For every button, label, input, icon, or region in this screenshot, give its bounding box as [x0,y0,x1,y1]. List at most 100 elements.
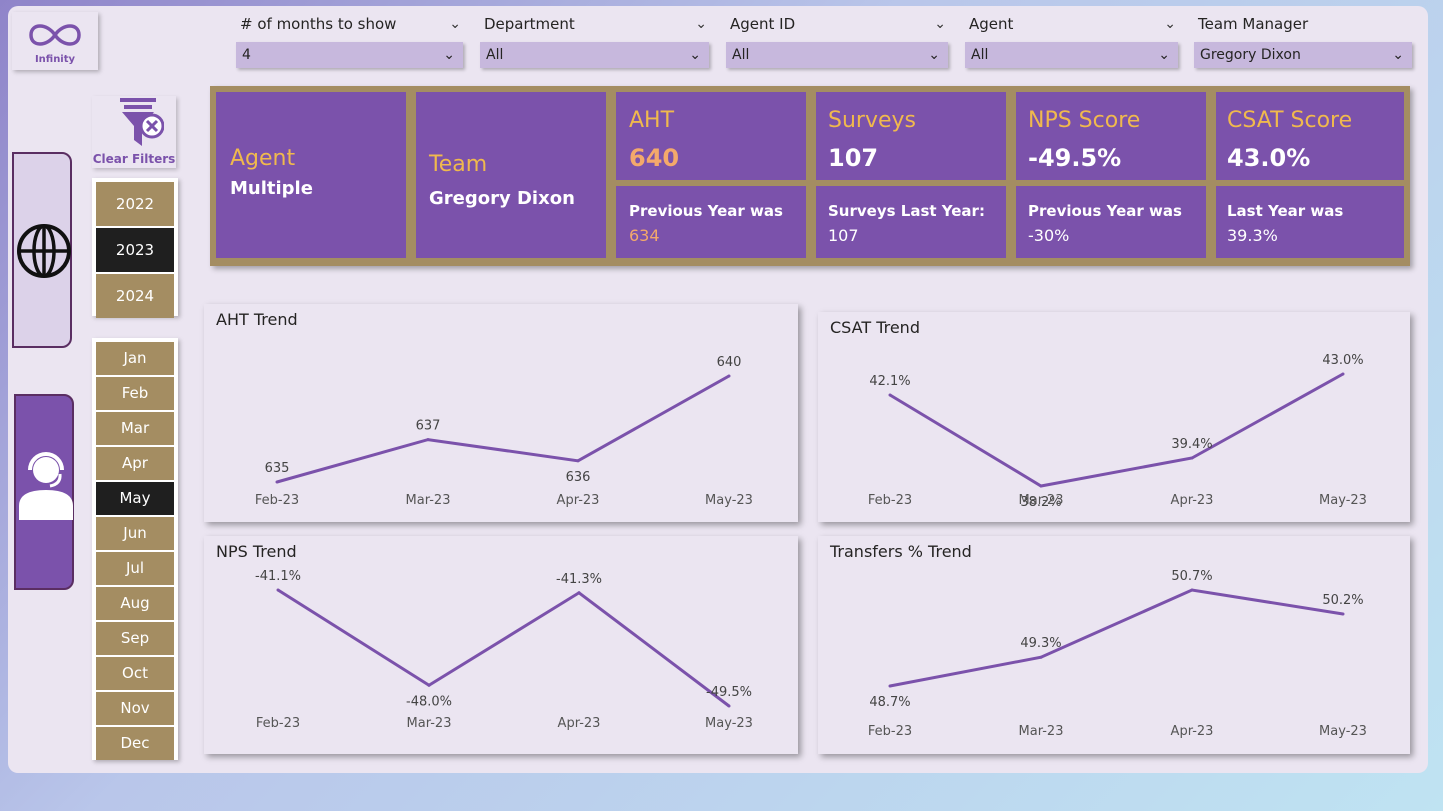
series-line [277,588,730,708]
month-nov[interactable]: Nov [96,692,174,725]
month-jun[interactable]: Jun [96,517,174,550]
data-point [1190,456,1194,460]
chevron-down-icon: ⌄ [1158,47,1170,63]
kpi-agent-title: Agent [230,146,296,171]
month-may[interactable]: May [96,482,174,515]
data-label: 48.7% [869,695,910,710]
kpi-aht-value: 640 [629,144,680,172]
x-tick-label: Mar-23 [407,716,452,731]
agent-headset-icon [16,448,76,524]
csat-trend-chart: CSAT Trend 42.1% Feb-23 38.2% Mar-23 39.4% Ap… [818,312,1410,522]
x-tick-label: Apr-23 [557,493,600,508]
csat-trend-plot: 42.1% Feb-23 38.2%Mar-23 39.4% Apr-23 43.0% Ma… [868,353,1367,510]
chevron-down-icon: ⌄ [689,47,701,63]
chevron-down-icon[interactable]: ⌄ [695,16,707,32]
month-jan[interactable]: Jan [96,342,174,375]
data-label: 635 [265,461,290,476]
month-oct[interactable]: Oct [96,657,174,690]
data-point [1039,655,1043,659]
agent-dropdown[interactable]: All ⌄ [965,42,1178,68]
transfers-trend-plot: 48.7% Feb-23 49.3% Mar-23 50.7% Apr-23 50.2% Ma… [868,569,1367,739]
filter-label: Agent [969,15,1014,33]
agent-id-dropdown[interactable]: All ⌄ [726,42,948,68]
chevron-down-icon[interactable]: ⌄ [449,16,461,32]
department-dropdown[interactable]: All ⌄ [480,42,709,68]
month-aug[interactable]: Aug [96,587,174,620]
x-tick-label: Feb-23 [868,493,912,508]
data-point [1341,612,1345,616]
data-point [427,683,431,687]
clear-filters-button[interactable]: Clear Filters [92,96,176,168]
data-label: -41.3% [556,572,602,587]
months-to-show-dropdown[interactable]: 4 ⌄ [236,42,463,68]
kpi-csat-card: CSAT Score 43.0% [1216,92,1404,180]
transfers-trend-chart: Transfers % Trend 48.7% Feb-23 49.3% Mar-23… [818,536,1410,754]
kpi-surveys-prev-card: Surveys Last Year: 107 [816,186,1006,258]
kpi-nps-prev-value: -30% [1028,226,1070,245]
chart-title: NPS Trend [216,542,297,561]
filter-team-manager: Team Manager Gregory Dixon ⌄ [1194,12,1412,68]
data-point [576,459,580,463]
logo-text: Infinity [34,54,76,65]
month-jul[interactable]: Jul [96,552,174,585]
chart-title: Transfers % Trend [830,542,972,561]
team-manager-dropdown[interactable]: Gregory Dixon ⌄ [1194,42,1412,68]
kpi-nps-value: -49.5% [1028,144,1122,172]
month-feb[interactable]: Feb [96,377,174,410]
year-2022[interactable]: 2022 [96,182,174,226]
year-slicer: 2022 2023 2024 [92,178,178,318]
month-dec[interactable]: Dec [96,727,174,760]
kpi-aht-title: AHT [629,108,675,133]
nav-agent-button[interactable] [14,394,74,590]
infinity-logo: Infinity [12,12,98,70]
filter-department: Department ⌄ All ⌄ [480,12,709,68]
kpi-team-value: Gregory Dixon [429,188,575,209]
data-label: 640 [717,355,742,370]
month-sep[interactable]: Sep [96,622,174,655]
kpi-csat-prev-card: Last Year was 39.3% [1216,186,1404,258]
filter-label: # of months to show [240,15,397,33]
filter-agent-id: Agent ID ⌄ All ⌄ [726,12,948,68]
year-2024[interactable]: 2024 [96,274,174,318]
nps-trend-plot: -41.1% Feb-23 -48.0% Mar-23 -41.3% Apr-23 -49.… [255,569,753,731]
filter-label: Agent ID [730,15,796,33]
x-tick-label: May-23 [1319,493,1367,508]
series-line [276,374,730,484]
data-label: 43.0% [1322,353,1363,368]
x-tick-label: Mar-23 [406,493,451,508]
year-2023[interactable]: 2023 [96,228,174,272]
kpi-csat-title: CSAT Score [1227,108,1353,133]
kpi-surveys-prev-label: Surveys Last Year: [828,202,985,220]
chevron-down-icon[interactable]: ⌄ [934,16,946,32]
chevron-down-icon: ⌄ [928,47,940,63]
kpi-aht-prev-value: 634 [629,226,660,245]
chevron-down-icon: ⌄ [1392,47,1404,63]
nav-overview-button[interactable] [12,152,72,348]
x-tick-label: May-23 [705,493,753,508]
filter-label: Team Manager [1198,15,1309,33]
data-label: -48.0% [406,694,452,709]
month-mar[interactable]: Mar [96,412,174,445]
data-point [727,374,731,378]
data-point [1039,484,1043,488]
data-label: -41.1% [255,569,301,584]
globe-icon [14,222,74,284]
x-tick-label: May-23 [1319,724,1367,739]
x-tick-label: Apr-23 [558,716,601,731]
chevron-down-icon[interactable]: ⌄ [1164,16,1176,32]
data-point [577,591,581,595]
filter-months-to-show: # of months to show ⌄ 4 ⌄ [236,12,463,68]
data-label: 636 [566,470,591,485]
month-apr[interactable]: Apr [96,447,174,480]
data-label: 38.2% [1020,495,1061,510]
x-tick-label: Apr-23 [1171,493,1214,508]
data-point [888,393,892,397]
kpi-aht-card: AHT 640 [616,92,806,180]
x-tick-label: Mar-23 [1019,493,1064,508]
series-line [889,588,1344,688]
kpi-agent-card: Agent Multiple [216,92,406,258]
kpi-nps-card: NPS Score -49.5% [1016,92,1206,180]
aht-trend-plot: 635 Feb-23 637 Mar-23 636 Apr-23 640 May-23 [255,355,753,508]
data-point [1190,588,1194,592]
x-tick-label: Feb-23 [255,493,299,508]
